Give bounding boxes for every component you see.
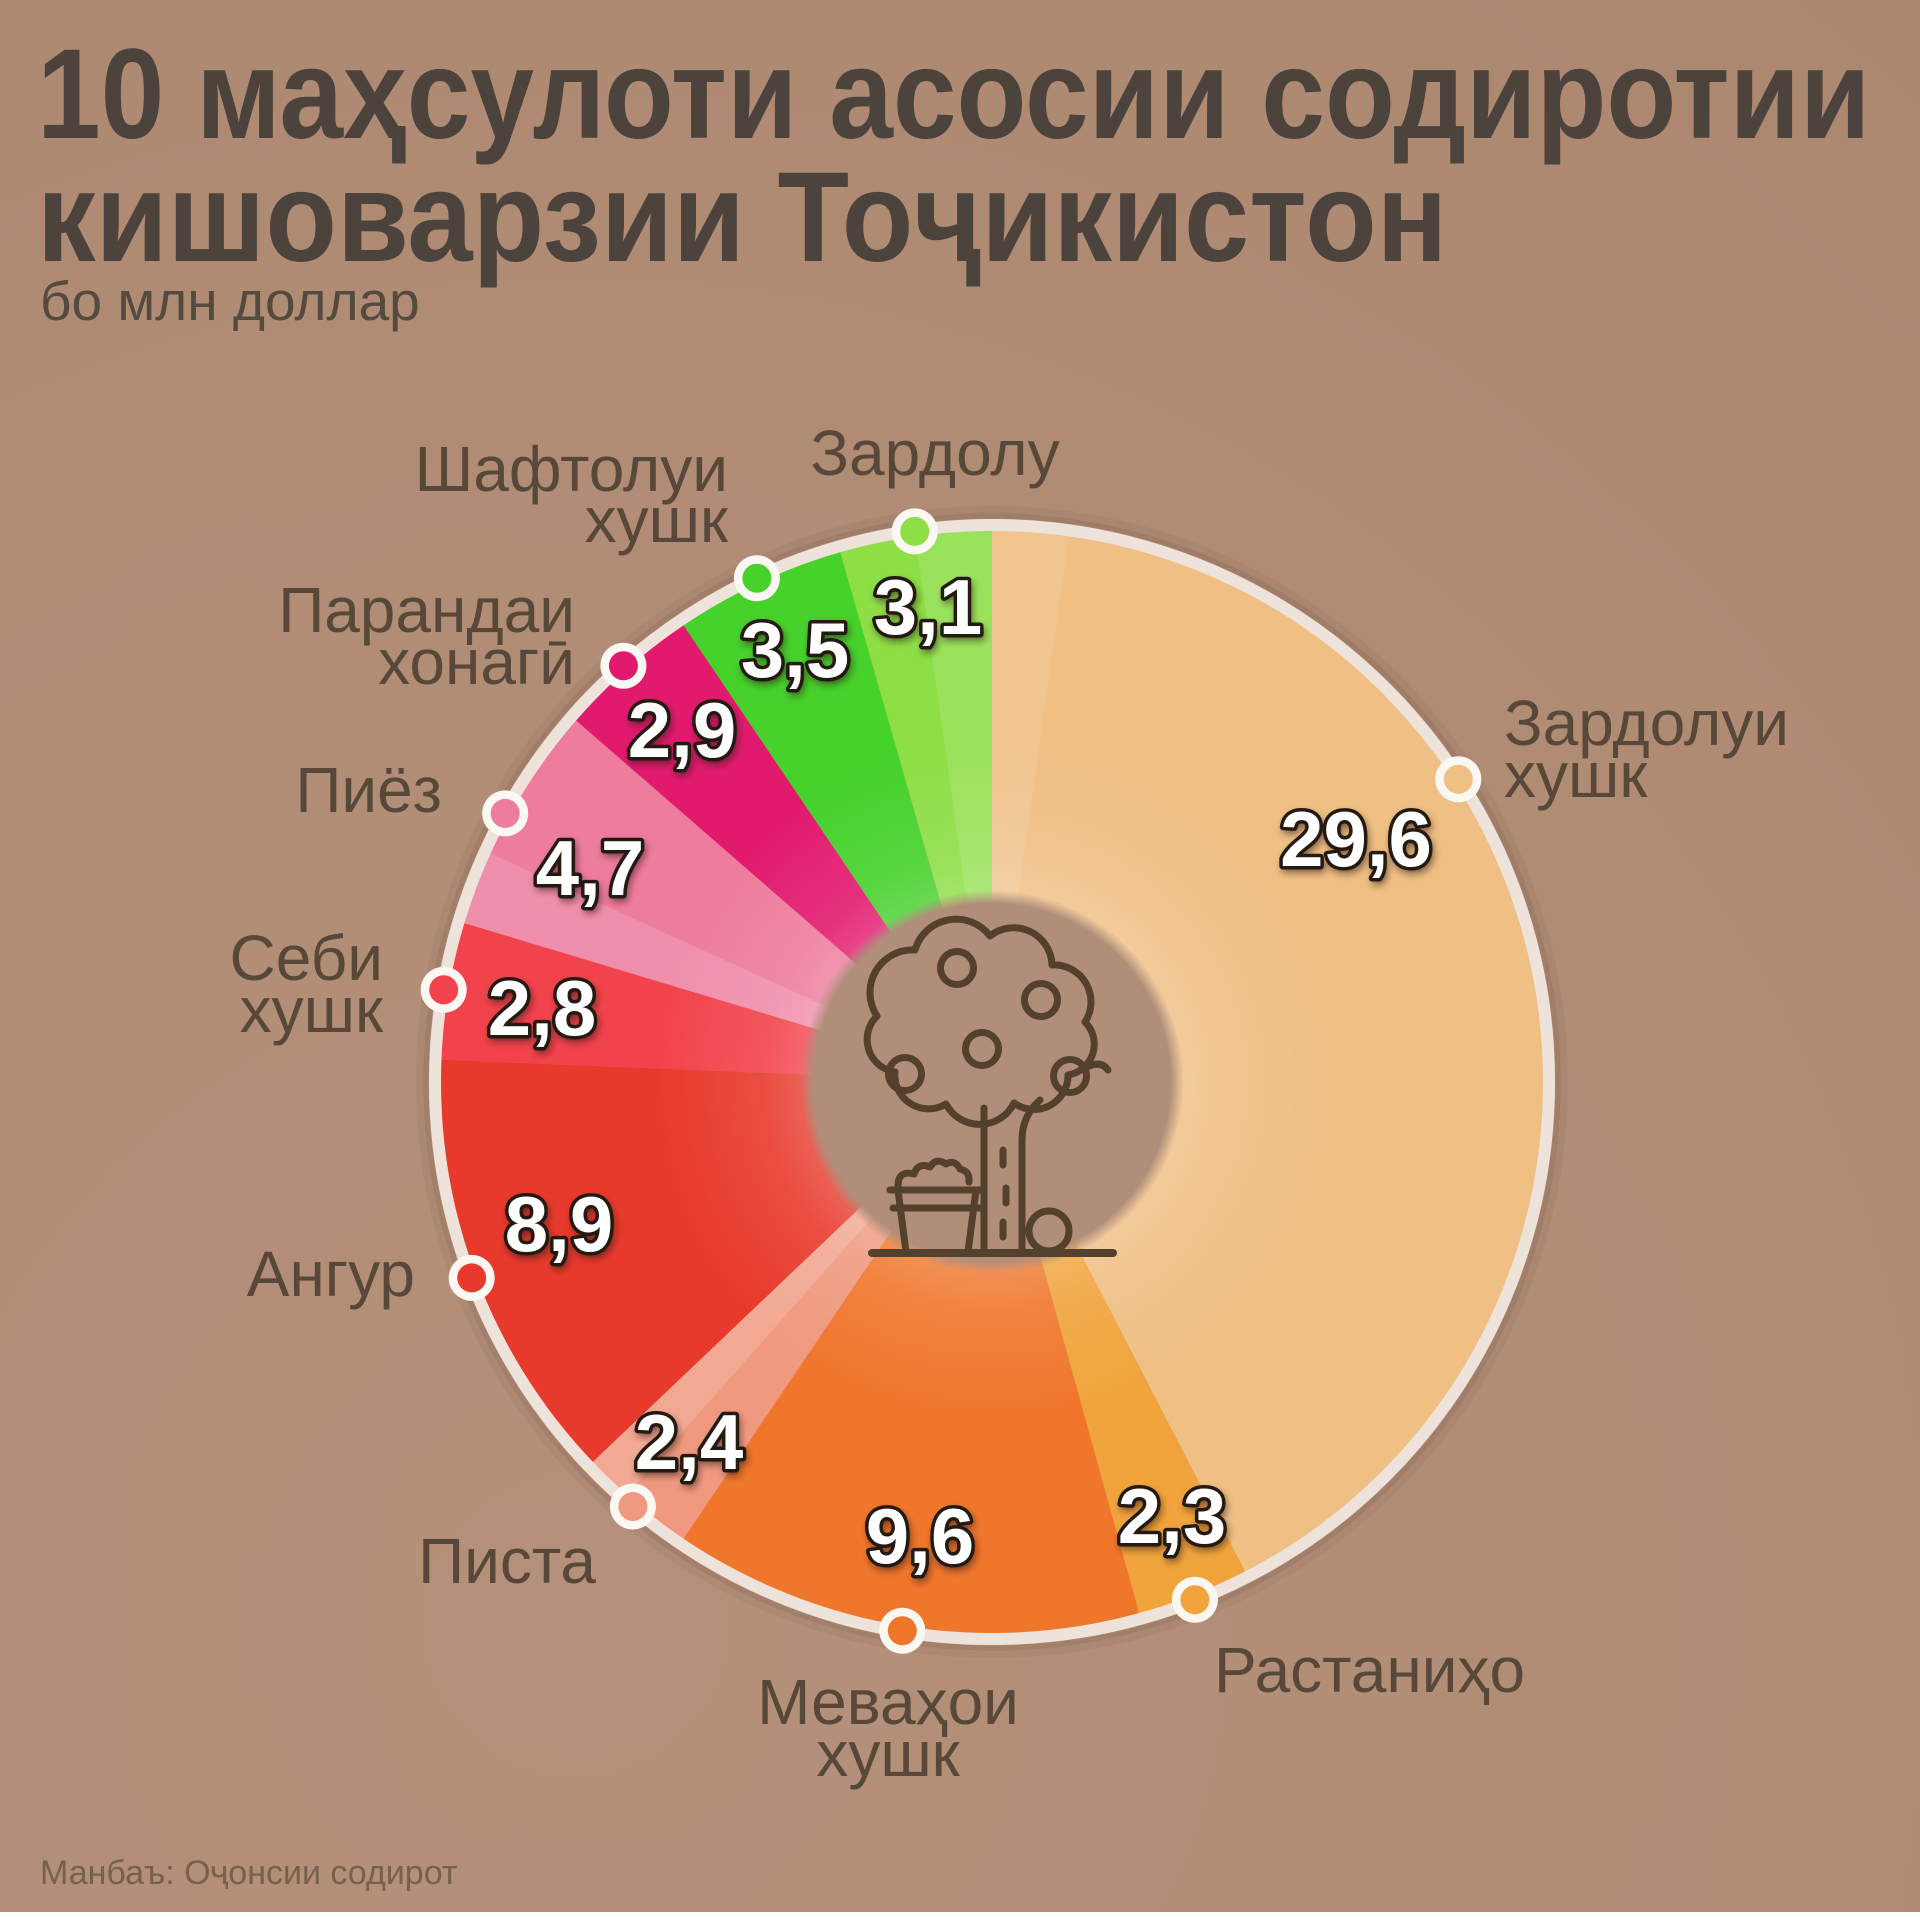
svg-text:Зардолу: Зардолу xyxy=(810,417,1059,489)
svg-text:Парандаи: Парандаи xyxy=(278,574,575,646)
svg-text:29,6: 29,6 xyxy=(1280,795,1432,883)
svg-text:2,3: 2,3 xyxy=(1118,1472,1226,1560)
svg-text:Писта: Писта xyxy=(418,1525,596,1597)
svg-text:2,4: 2,4 xyxy=(637,1402,745,1490)
svg-text:2,8: 2,8 xyxy=(488,964,596,1052)
svg-text:хонагӣ: хонагӣ xyxy=(378,626,575,698)
svg-text:бо млн доллар: бо млн доллар xyxy=(40,270,420,332)
svg-text:Шафтолуи: Шафтолуи xyxy=(415,433,728,505)
svg-text:Ангур: Ангур xyxy=(247,1238,415,1310)
svg-text:хушк: хушк xyxy=(1504,739,1648,811)
svg-text:хушк: хушк xyxy=(240,974,384,1046)
svg-text:3,1: 3,1 xyxy=(876,567,984,655)
svg-text:9,6: 9,6 xyxy=(868,1496,976,1584)
svg-text:3,5: 3,5 xyxy=(741,606,849,694)
svg-text:2,9: 2,9 xyxy=(628,686,736,774)
svg-text:кишоварзии Тоҷикистон: кишоварзии Тоҷикистон xyxy=(37,146,1447,289)
svg-text:Пиёз: Пиёз xyxy=(295,754,442,826)
svg-text:3,5: 3,5 xyxy=(743,610,851,698)
svg-text:хушк: хушк xyxy=(585,484,729,556)
svg-text:3,1: 3,1 xyxy=(874,563,982,651)
svg-text:8,9: 8,9 xyxy=(507,1184,615,1272)
svg-text:2,4: 2,4 xyxy=(635,1398,743,1486)
svg-text:29,6: 29,6 xyxy=(1282,799,1434,887)
svg-text:хушк: хушк xyxy=(816,1718,960,1790)
svg-text:Растаниҳо: Растаниҳо xyxy=(1214,1634,1525,1706)
svg-text:10 маҳсулоти асосии содиротии: 10 маҳсулоти асосии содиротии xyxy=(37,22,1870,165)
svg-text:2,8: 2,8 xyxy=(490,968,598,1056)
svg-text:Зардолуи: Зардолуи xyxy=(1504,687,1789,759)
svg-text:4,7: 4,7 xyxy=(538,828,646,916)
svg-text:2,9: 2,9 xyxy=(630,690,738,778)
svg-text:Себи: Себи xyxy=(230,922,384,994)
svg-text:Меваҳои: Меваҳои xyxy=(757,1666,1019,1738)
svg-text:4,7: 4,7 xyxy=(536,824,644,912)
svg-text:Манбаъ: Оҷонсии содирот: Манбаъ: Оҷонсии содирот xyxy=(40,1854,457,1892)
svg-text:2,3: 2,3 xyxy=(1120,1476,1228,1564)
svg-text:9,6: 9,6 xyxy=(866,1492,974,1580)
svg-text:8,9: 8,9 xyxy=(505,1180,613,1268)
